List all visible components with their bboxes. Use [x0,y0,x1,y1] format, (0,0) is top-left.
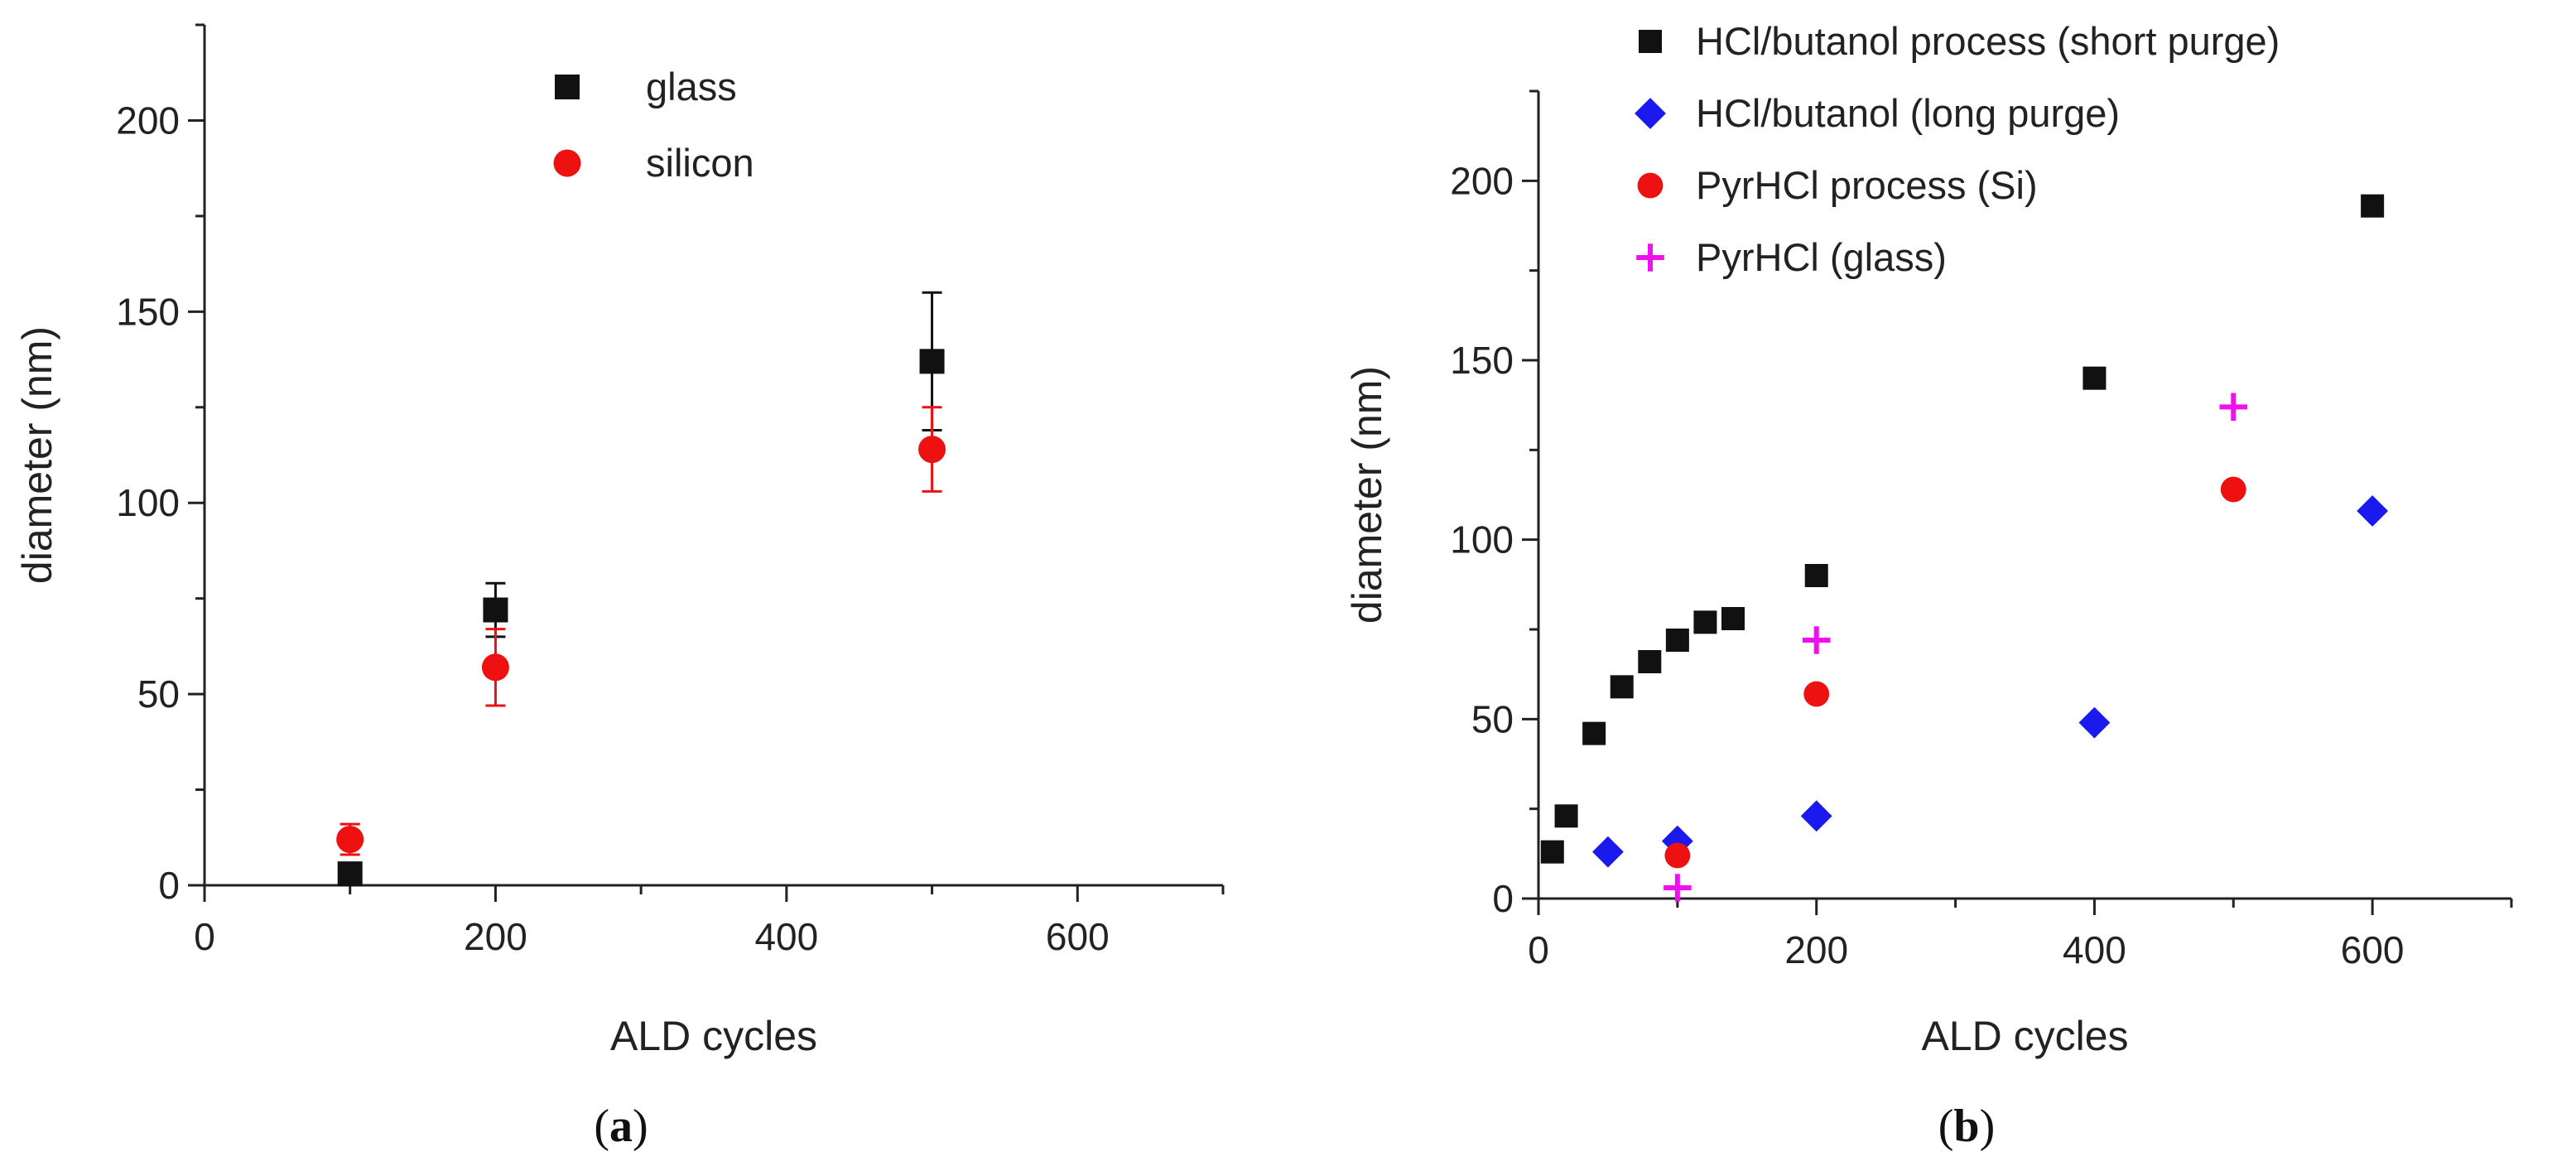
panel-a-x-tick-label: 0 [194,915,215,958]
panel-a-y-tick-label: 100 [116,481,180,524]
panel-a-y-tick-label: 50 [137,672,180,716]
panel-a-point-glass [483,597,508,623]
panel-b-point-hcl-butanol-long-purge [2357,495,2389,527]
panel-b-point-hcl-butanol-process-short-purge [2361,194,2385,218]
panel-a-y-axis-title: diameter (nm) [14,326,60,584]
panel-b-legend-marker-hcl-butanol-long-purge [1635,98,1666,129]
panel-b-point-hcl-butanol-long-purge [1592,836,1624,868]
panel-b-legend-marker-pyrhcl-process-si [1637,172,1664,199]
panel-a-x-tick-label: 600 [1046,915,1110,958]
panel-a-x-axis-title: ALD cycles [610,1013,817,1059]
panel-a-y-tick-label: 200 [116,99,180,142]
panel-b-point-pyrhcl-glass [1802,626,1831,654]
panel-b-point-hcl-butanol-process-short-purge [1540,840,1564,864]
panel-b-point-hcl-butanol-process-short-purge [1582,721,1606,745]
panel-a-legend-marker-glass [555,75,580,99]
panel-a-x-tick-label: 400 [754,915,818,958]
panel-a-point-glass [919,349,945,374]
panel-b-x-axis-title: ALD cycles [1921,1013,2128,1059]
panel-a: 0 200 400 600 0 50 100 150 200 ALD cycles diameter… [14,23,1225,1152]
panel-a-y-tick-label: 0 [158,864,180,907]
panel-a-y-tick-label: 150 [116,290,180,333]
panel-a-point-silicon [336,826,364,854]
panel-b-point-hcl-butanol-process-short-purge [1721,607,1745,630]
panel-b-point-hcl-butanol-process-short-purge [1638,650,1662,673]
panel-a-x-tick-label: 200 [464,915,527,958]
panel-b-y-tick-label: 0 [1492,877,1514,920]
panel-a-point-silicon [918,436,946,464]
panel-b-point-hcl-butanol-process-short-purge [1693,610,1717,634]
panel-b-point-pyrhcl-process-si [2220,476,2246,503]
panel-b-x-tick-label: 600 [2341,928,2405,971]
panel-a-point-silicon [481,653,509,682]
panel-b-legend-marker-pyrhcl-glass [1636,243,1664,272]
panel-a-caption: (a) [594,1101,648,1152]
panel-b-y-tick-label: 100 [1450,518,1514,561]
panel-b: 0 200 400 600 0 50 100 150 200 ALD cycles diameter… [1344,19,2513,1152]
panel-b-x-tick-label: 400 [2063,928,2126,971]
panel-b-legend-label-hcl-butanol-long-purge: HCl/butanol (long purge) [1696,91,2120,135]
panel-b-point-hcl-butanol-process-short-purge [1610,675,1634,699]
panel-b-point-hcl-butanol-long-purge [2078,706,2111,739]
panel-b-caption: (b) [1938,1101,1995,1152]
panel-b-y-axis-title: diameter (nm) [1344,366,1390,624]
panel-b-point-hcl-butanol-process-short-purge [1804,564,1828,587]
panel-b-legend-label-hcl-butanol-process-short-purge: HCl/butanol process (short purge) [1696,19,2280,63]
panel-b-legend-label-pyrhcl-glass: PyrHCl (glass) [1696,235,1947,279]
panel-b-point-pyrhcl-process-si [1664,842,1691,869]
panel-a-legend-marker-silicon [553,149,581,177]
panel-b-y-tick-label: 50 [1471,697,1514,740]
panel-b-point-hcl-butanol-long-purge [1800,800,1832,832]
panel-a-legend-label-silicon: silicon [646,141,754,185]
panel-b-point-pyrhcl-glass [1664,874,1692,902]
panel-b-legend-marker-hcl-butanol-process-short-purge [1639,30,1662,53]
panel-b-point-pyrhcl-process-si [1803,681,1830,707]
panel-b-point-pyrhcl-glass [2219,393,2248,422]
panel-b-y-tick-label: 200 [1450,159,1514,202]
panel-a-legend-label-glass: glass [646,65,737,108]
panel-a-point-glass [337,861,363,887]
panel-b-y-tick-label: 150 [1450,339,1514,382]
panel-b-x-tick-label: 0 [1528,928,1549,971]
panel-b-x-tick-label: 200 [1784,928,1848,971]
panel-b-point-hcl-butanol-process-short-purge [2082,366,2107,390]
panel-b-point-hcl-butanol-process-short-purge [1665,629,1689,652]
panel-b-legend-label-pyrhcl-process-si: PyrHCl process (Si) [1696,163,2038,207]
panel-b-point-hcl-butanol-process-short-purge [1554,804,1578,828]
